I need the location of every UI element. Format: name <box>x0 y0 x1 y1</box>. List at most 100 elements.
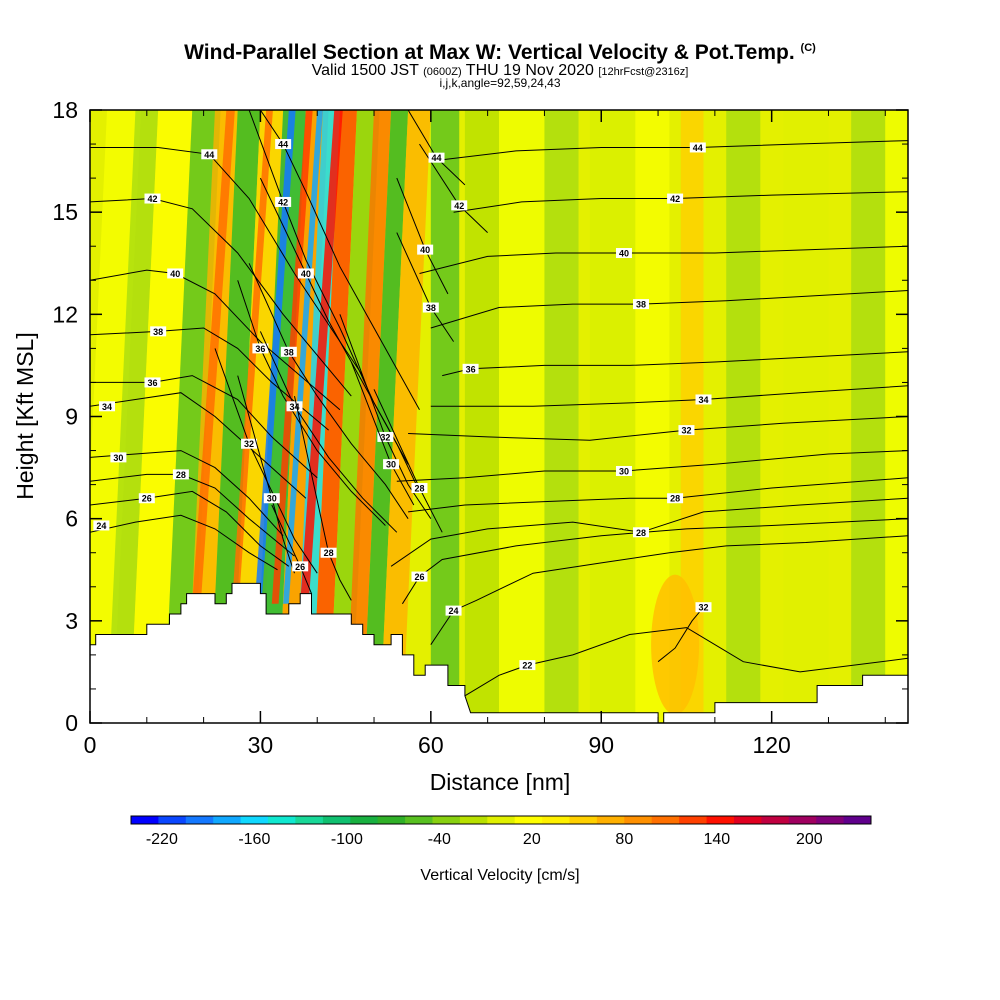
contour-label-bg <box>383 459 400 470</box>
valid-time: Valid 1500 JST (0600Z) THU 19 Nov 2020 [… <box>0 63 1000 80</box>
contour-label-bg <box>167 268 184 279</box>
colorbar-swatch <box>843 816 872 824</box>
colorbar-swatch <box>487 816 516 824</box>
contour-label-bg <box>110 452 127 463</box>
contour-label: 38 <box>153 327 163 337</box>
y-axis-label: Height [Kft MSL] <box>12 332 38 499</box>
contour-label-bg <box>462 363 479 374</box>
contour-label-bg <box>280 346 297 357</box>
theta-contours: 22 24 26 28 28 30 32 34 36 38 40 42 44 32 24 26 28 30 34 36… <box>90 110 908 710</box>
colorbar-swatch <box>706 816 735 824</box>
colorbar-swatch <box>131 816 159 824</box>
contour-line <box>90 514 278 571</box>
contour-label: 30 <box>386 460 396 470</box>
contour-label: 40 <box>301 269 311 279</box>
colorbar-swatch <box>459 816 488 824</box>
velocity-band <box>107 110 159 723</box>
contour-label: 28 <box>176 470 186 480</box>
contour-label: 36 <box>466 364 476 374</box>
contour-label: 26 <box>142 494 152 504</box>
contour-label-bg <box>417 244 434 255</box>
contour-line <box>90 473 295 557</box>
contour-label: 36 <box>147 378 157 388</box>
velocity-band <box>464 110 499 723</box>
contour-line <box>259 331 398 533</box>
contour-label: 30 <box>267 494 277 504</box>
colorbar-tick-label: 80 <box>615 831 633 848</box>
contour-label: 32 <box>698 603 708 613</box>
colorbar-tick-label: -220 <box>146 831 178 848</box>
contour-label: 32 <box>244 439 254 449</box>
contour-label-bg <box>377 431 394 442</box>
contour-label: 40 <box>420 245 430 255</box>
contour-label: 44 <box>432 153 442 163</box>
contour-label: 38 <box>284 347 294 357</box>
velocity-band <box>783 110 829 723</box>
colorbar-swatch <box>322 816 351 824</box>
contour-label-bg <box>633 299 650 310</box>
velocity-band <box>232 110 289 723</box>
colorbar-swatch <box>761 816 790 824</box>
y-tick-label: 15 <box>52 199 78 225</box>
contour-label-bg <box>428 152 445 163</box>
x-tick-label: 120 <box>752 732 790 758</box>
contour-label: 32 <box>681 426 691 436</box>
contour-line <box>90 392 307 499</box>
contour-label: 38 <box>636 300 646 310</box>
contour-label-bg <box>99 401 116 412</box>
valid-prefix: Valid 1500 JST <box>311 62 419 79</box>
contour-line <box>214 348 318 574</box>
terrain-profile <box>89 582 909 724</box>
colorbar-swatch <box>624 816 653 824</box>
contour-label-bg <box>201 149 218 160</box>
colorbar-swatch <box>679 816 707 824</box>
velocity-core <box>192 110 235 604</box>
colorbar-swatch <box>514 816 543 824</box>
velocity-band <box>311 110 357 723</box>
colorbar-swatch <box>268 816 296 824</box>
velocity-core <box>283 110 323 604</box>
contour-label-bg <box>252 343 269 354</box>
contour-line <box>390 497 908 567</box>
x-tick-label: 0 <box>84 732 97 758</box>
contour-label: 28 <box>636 528 646 538</box>
velocity-band <box>163 110 221 723</box>
contour-label: 30 <box>619 466 629 476</box>
contour-label: 40 <box>619 249 629 259</box>
contour-label-bg <box>695 394 712 405</box>
colorbar-swatch <box>432 816 461 824</box>
contour-line <box>430 385 908 407</box>
contour-line <box>430 140 908 162</box>
contour-label-bg <box>451 200 468 211</box>
velocity-band <box>544 110 579 723</box>
contour-label: 36 <box>255 344 265 354</box>
contour-label: 26 <box>414 572 424 582</box>
contour-line <box>453 191 908 213</box>
colorbar-swatch <box>295 816 324 824</box>
contour-label-bg <box>275 139 292 150</box>
colorbar-tick-label: 140 <box>703 831 730 848</box>
contour-label-bg <box>292 561 309 572</box>
y-tick-label: 9 <box>65 404 78 430</box>
contour-label-bg <box>695 602 712 613</box>
colorbar-swatch <box>542 816 570 824</box>
velocity-band <box>589 110 636 723</box>
contour-label: 44 <box>693 143 703 153</box>
y-tick-label: 6 <box>65 506 78 532</box>
contour-line <box>237 375 295 574</box>
velocity-band <box>726 110 761 723</box>
contour-line <box>408 477 908 513</box>
contour-label-bg <box>615 465 632 476</box>
colorbar-swatch <box>350 816 379 824</box>
velocity-band <box>362 110 409 723</box>
terrain-mask <box>89 582 909 724</box>
contour-line <box>419 245 908 274</box>
contour-label-bg <box>667 493 684 504</box>
velocity-band <box>209 110 261 723</box>
colorbar-tick-label: 200 <box>796 831 823 848</box>
velocity-band <box>254 110 306 723</box>
contour-label-bg <box>275 196 292 207</box>
contour-label: 22 <box>522 661 532 671</box>
chart-title-text: Wind-Parallel Section at Max W: Vertical… <box>184 41 795 64</box>
x-tick-label: 60 <box>418 732 444 758</box>
